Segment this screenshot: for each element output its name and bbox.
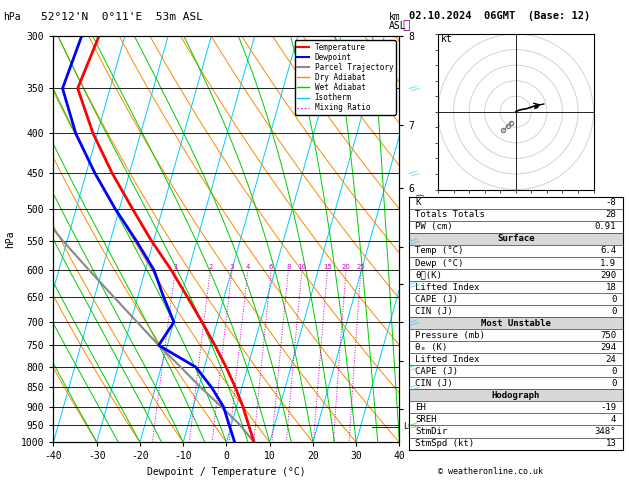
Text: ⯈: ⯈ <box>403 18 410 32</box>
Text: Pressure (mb): Pressure (mb) <box>415 331 485 340</box>
Text: Totals Totals: Totals Totals <box>415 210 485 219</box>
Bar <box>409 317 623 329</box>
Text: 290: 290 <box>600 271 616 279</box>
Text: 1.9: 1.9 <box>600 259 616 267</box>
Text: 52°12'N  0°11'E  53m ASL: 52°12'N 0°11'E 53m ASL <box>41 12 203 22</box>
Text: Lifted Index: Lifted Index <box>415 282 480 292</box>
Text: 294: 294 <box>600 343 616 352</box>
Text: 2: 2 <box>208 264 213 270</box>
Bar <box>409 389 623 401</box>
Text: θₑ (K): θₑ (K) <box>415 343 447 352</box>
Text: 24: 24 <box>606 355 616 364</box>
Text: ╱╱: ╱╱ <box>407 278 419 290</box>
Text: 0: 0 <box>611 307 616 315</box>
Text: Most Unstable: Most Unstable <box>481 319 551 328</box>
Y-axis label: hPa: hPa <box>6 230 15 248</box>
Text: 15: 15 <box>323 264 332 270</box>
Text: StmSpd (kt): StmSpd (kt) <box>415 439 474 448</box>
Text: 750: 750 <box>600 331 616 340</box>
Text: CAPE (J): CAPE (J) <box>415 367 459 376</box>
Text: 0: 0 <box>611 367 616 376</box>
Text: Dewp (°C): Dewp (°C) <box>415 259 464 267</box>
Text: 13: 13 <box>606 439 616 448</box>
Text: CAPE (J): CAPE (J) <box>415 295 459 304</box>
Text: K: K <box>415 198 421 208</box>
Text: 28: 28 <box>606 210 616 219</box>
Text: ╱╱: ╱╱ <box>407 419 419 431</box>
Text: SREH: SREH <box>415 415 437 424</box>
Text: LCL: LCL <box>403 422 418 431</box>
Text: 348°: 348° <box>595 427 616 436</box>
Text: ASL: ASL <box>389 21 406 31</box>
Text: 18: 18 <box>606 282 616 292</box>
Text: 0: 0 <box>611 379 616 388</box>
X-axis label: Dewpoint / Temperature (°C): Dewpoint / Temperature (°C) <box>147 467 306 477</box>
Text: Lifted Index: Lifted Index <box>415 355 480 364</box>
Text: -8: -8 <box>606 198 616 208</box>
Text: 6: 6 <box>269 264 274 270</box>
Text: 3: 3 <box>230 264 234 270</box>
Text: 25: 25 <box>357 264 365 270</box>
Text: ╱╱: ╱╱ <box>407 83 419 94</box>
Text: -19: -19 <box>600 403 616 412</box>
Text: © weatheronline.co.uk: © weatheronline.co.uk <box>438 467 543 476</box>
Text: EH: EH <box>415 403 426 412</box>
Text: ╱╱: ╱╱ <box>407 167 419 179</box>
Text: ╱╱: ╱╱ <box>407 382 419 393</box>
Text: 1: 1 <box>173 264 177 270</box>
Y-axis label: Mixing Ratio (g/kg): Mixing Ratio (g/kg) <box>417 192 426 287</box>
Text: PW (cm): PW (cm) <box>415 223 453 231</box>
Text: 02.10.2024  06GMT  (Base: 12): 02.10.2024 06GMT (Base: 12) <box>409 11 590 21</box>
Text: 0: 0 <box>611 295 616 304</box>
Text: StmDir: StmDir <box>415 427 447 436</box>
Text: 6.4: 6.4 <box>600 246 616 256</box>
Text: 20: 20 <box>342 264 350 270</box>
Text: ╱╱: ╱╱ <box>407 235 419 247</box>
Bar <box>409 233 623 245</box>
Text: θᴇ(K): θᴇ(K) <box>415 271 442 279</box>
Text: ╱╱: ╱╱ <box>407 316 419 328</box>
Text: Hodograph: Hodograph <box>492 391 540 400</box>
Text: CIN (J): CIN (J) <box>415 307 453 315</box>
Text: 0.91: 0.91 <box>595 223 616 231</box>
Legend: Temperature, Dewpoint, Parcel Trajectory, Dry Adiabat, Wet Adiabat, Isotherm, Mi: Temperature, Dewpoint, Parcel Trajectory… <box>295 40 396 115</box>
Text: hPa: hPa <box>3 12 21 22</box>
Text: km: km <box>389 12 401 22</box>
Text: CIN (J): CIN (J) <box>415 379 453 388</box>
Text: kt: kt <box>441 34 453 44</box>
Text: 8: 8 <box>286 264 291 270</box>
Text: 10: 10 <box>298 264 306 270</box>
Text: Surface: Surface <box>497 234 535 243</box>
Text: 4: 4 <box>246 264 250 270</box>
Text: 4: 4 <box>611 415 616 424</box>
Text: ╱╱: ╱╱ <box>407 361 419 373</box>
Text: Temp (°C): Temp (°C) <box>415 246 464 256</box>
